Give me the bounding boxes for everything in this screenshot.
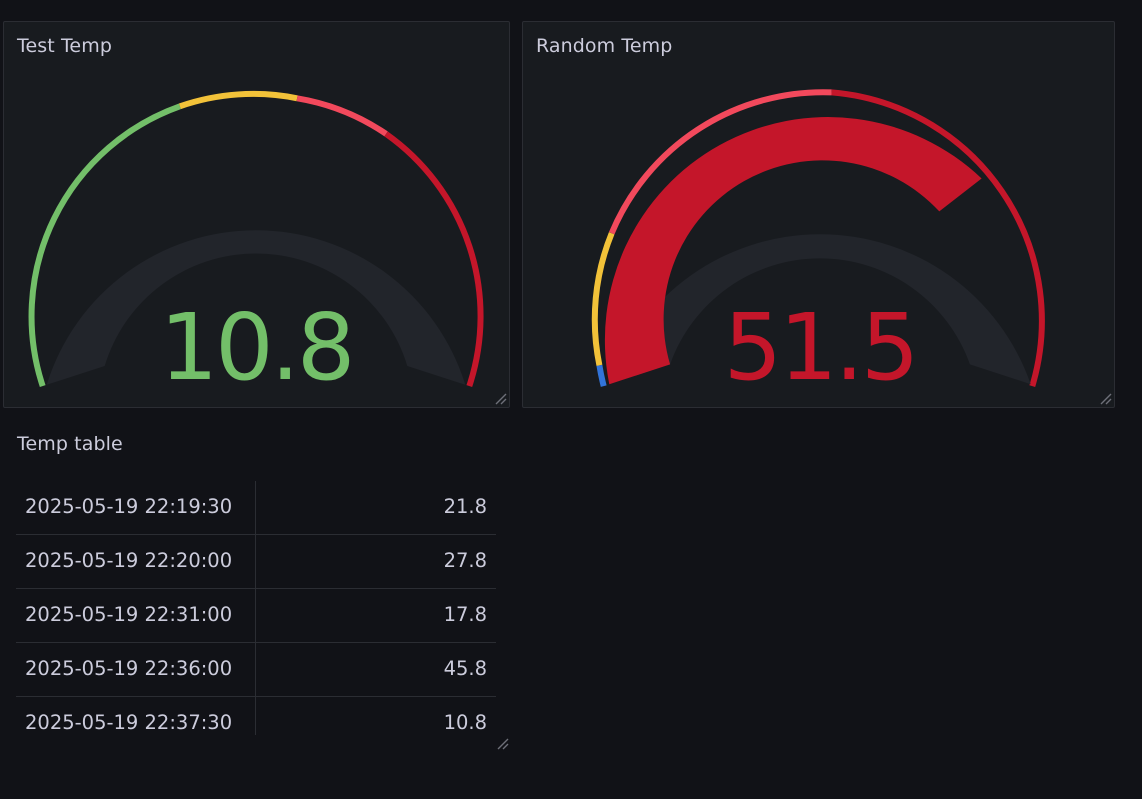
gauge-value: 10.8 [160,294,353,401]
random-temp-panel[interactable]: Random Temp 51.5 [522,21,1115,408]
table-row[interactable]: 2025-05-19 22:19:30 21.8 [16,481,496,535]
threshold-band-blue [596,364,607,387]
value-cell: 17.8 [443,603,487,626]
time-cell: 2025-05-19 22:20:00 [25,549,233,572]
resize-handle-icon[interactable] [493,391,507,405]
value-cell: 21.8 [443,495,487,518]
threshold-band-light-red [608,89,832,235]
test-temp-panel[interactable]: Test Temp 10.8 [3,21,510,408]
table-row[interactable]: 2025-05-19 22:36:00 45.8 [16,643,496,697]
threshold-band-red [384,131,484,388]
gauge-value-arc [604,117,982,385]
table-row[interactable]: 2025-05-19 22:20:00 27.8 [16,535,496,589]
test-temp-gauge: 10.8 [28,90,484,401]
column-divider[interactable] [255,481,256,735]
time-cell: 2025-05-19 22:36:00 [25,657,233,680]
gauge-track [46,230,466,385]
resize-handle-icon[interactable] [495,736,509,750]
random-temp-gauge: 51.5 [591,89,1045,401]
panel-title[interactable]: Temp table [17,433,123,455]
value-cell: 27.8 [443,549,487,572]
time-cell: 2025-05-19 22:19:30 [25,495,233,518]
resize-handle-icon[interactable] [1098,391,1112,405]
gauge-value: 51.5 [724,294,917,401]
threshold-band-yellow [591,232,615,366]
threshold-band-red [831,89,1045,387]
value-cell: 45.8 [443,657,487,680]
time-cell: 2025-05-19 22:37:30 [25,711,233,734]
threshold-band-green [28,103,181,388]
table-row[interactable]: 2025-05-19 22:37:30 10.8 [16,697,496,735]
time-cell: 2025-05-19 22:31:00 [25,603,233,626]
threshold-band-yellow [178,90,298,110]
value-cell: 10.8 [443,711,487,734]
temp-table: 2025-05-19 22:19:30 21.8 2025-05-19 22:2… [16,481,496,735]
table-row[interactable]: 2025-05-19 22:31:00 17.8 [16,589,496,643]
panel-title[interactable]: Test Temp [17,35,112,57]
threshold-band-light-red [296,95,388,137]
temp-table-panel[interactable]: Temp table 2025-05-19 22:19:30 21.8 2025… [3,420,509,750]
gauge-track [609,234,1031,385]
panel-title[interactable]: Random Temp [536,35,673,57]
